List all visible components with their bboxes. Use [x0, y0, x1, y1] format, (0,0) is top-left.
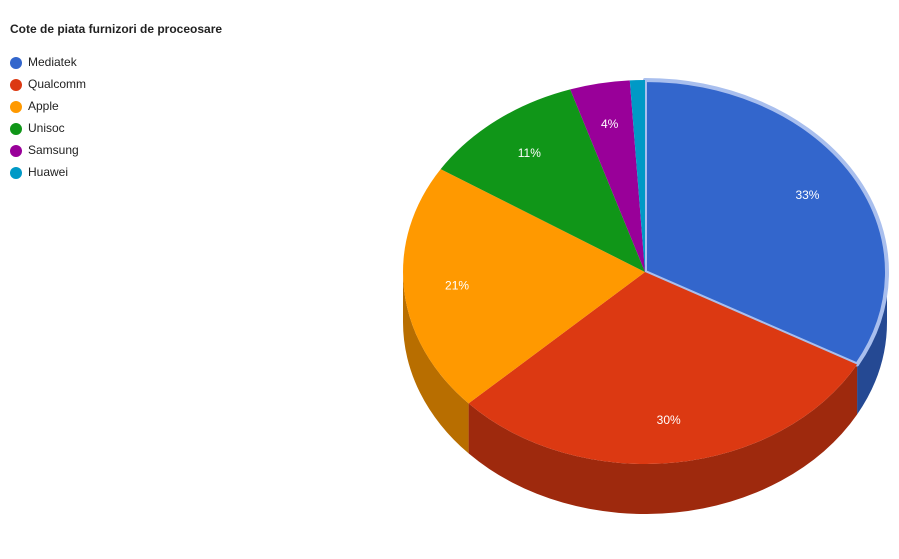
slice-side [468, 364, 858, 515]
legend-swatch [10, 145, 22, 157]
slice [629, 80, 645, 272]
slice [570, 80, 645, 272]
legend-swatch [10, 123, 22, 135]
legend-swatch [10, 57, 22, 69]
slice [402, 169, 645, 404]
slice-label: 21% [445, 278, 469, 292]
legend-label: Samsung [28, 143, 79, 157]
legend-swatch [10, 101, 22, 113]
slice-side [857, 272, 887, 415]
slice [643, 78, 889, 367]
slice-label: 30% [657, 413, 681, 427]
chart-title: Cote de piata furnizori de proceosare [10, 22, 222, 36]
slice-side [403, 272, 469, 454]
legend-label: Qualcomm [28, 77, 86, 91]
legend-label: Apple [28, 99, 59, 113]
slice [468, 272, 858, 465]
legend-label: Mediatek [28, 55, 78, 69]
slice [440, 89, 645, 273]
slice-label: 33% [795, 188, 819, 202]
legend-swatch [10, 167, 22, 179]
legend-label: Huawei [28, 165, 68, 179]
slice-label: 11% [518, 146, 541, 160]
slice-label: 4% [601, 117, 619, 131]
legend-label: Unisoc [28, 121, 65, 135]
legend-swatch [10, 79, 22, 91]
